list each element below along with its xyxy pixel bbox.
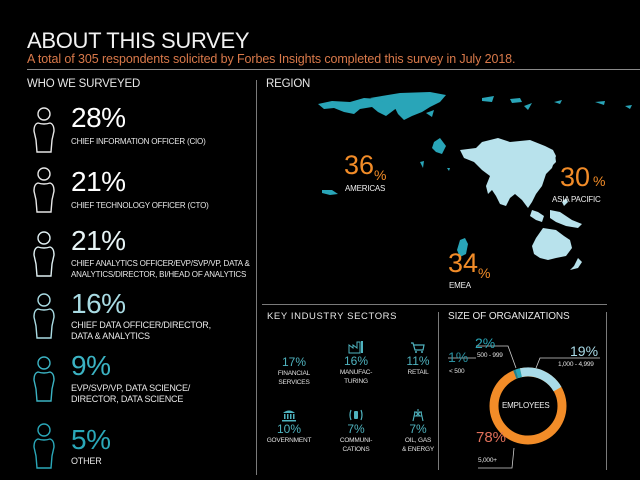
respondent-role-line2: DATA & ANALYTICS (71, 331, 150, 341)
emea-label: EMEA (449, 281, 471, 290)
sector-pct: 7% (347, 422, 365, 436)
person-icon (33, 167, 55, 213)
sector-label-line2: CATIONS (342, 446, 370, 453)
respondent-role: CHIEF INFORMATION OFFICER (CIO) (71, 137, 206, 146)
org-size-pct-lt-500: 1% (448, 349, 469, 365)
asia-pacific-label: ASIA PACIFIC (552, 195, 601, 204)
respondent-pct: 28% (71, 102, 126, 133)
respondent-role-line2: DIRECTOR, DATA SCIENCE (71, 394, 184, 404)
sector-label: MANUFAC- (339, 369, 373, 376)
sector-label: OIL, GAS (404, 437, 432, 444)
sector-pct: 11% (406, 354, 430, 368)
emea-pct: 34% (448, 248, 491, 282)
respondent-pct: 16% (71, 288, 126, 319)
sector-pct: 10% (276, 422, 302, 436)
americas-pct: 36% (344, 150, 387, 184)
asia-pacific-unit: % (593, 173, 606, 189)
sector-pct: 7% (409, 422, 427, 436)
respondent-role: CHIEF DATA OFFICER/DIRECTOR, (71, 320, 211, 330)
shopping-cart-icon (411, 342, 425, 353)
employees-donut-chart (448, 345, 600, 469)
person-icon (33, 107, 55, 153)
person-icon (33, 356, 55, 402)
sector-label: GOVERNMENT (266, 437, 312, 444)
org-size-pct-5000-plus: 78% (476, 429, 507, 446)
org-size-range-5000-plus: 5,000+ (478, 457, 497, 464)
americas-label: AMERICAS (345, 184, 386, 193)
org-size-range-1000-4999: 1,000 - 4,999 (558, 361, 594, 368)
americas-unit: % (374, 167, 387, 183)
asia-pacific-value: 30 (560, 162, 591, 192)
oil-rig-icon (412, 409, 424, 422)
sector-label-line2: & ENERGY (402, 446, 434, 453)
donut-center-label: EMPLOYEES (502, 401, 550, 410)
size-panel-right-border (606, 312, 607, 470)
person-icon (33, 423, 55, 469)
factory-icon (348, 341, 363, 354)
page-subtitle: A total of 305 respondents solicited by … (27, 52, 516, 66)
respondent-pct: 5% (71, 424, 111, 455)
sector-item: 10% GOVERNMENT (261, 408, 317, 445)
size-of-organizations-label: SIZE OF ORGANIZATIONS (448, 311, 570, 322)
sector-item: 16% MANUFAC- TURING (328, 340, 384, 386)
sector-item: 7% COMMUNI- CATIONS (328, 408, 384, 454)
sector-label: RETAIL (407, 369, 429, 376)
sector-label-line2: SERVICES (278, 379, 310, 386)
sectors-size-divider (438, 312, 439, 470)
header-divider (27, 69, 640, 70)
respondent-role: OTHER (71, 456, 102, 466)
org-size-range-lt-500: < 500 (449, 368, 465, 375)
asia-pacific-pct: 30% (560, 164, 606, 191)
emea-value: 34 (448, 248, 479, 278)
who-we-surveyed-label: WHO WE SURVEYED (27, 78, 141, 90)
respondent-role: CHIEF ANALYTICS OFFICER/EVP/SVP/VP, DATA… (71, 259, 250, 268)
respondent-pct: 21% (71, 166, 126, 197)
sector-label: COMMUNI- (339, 437, 373, 444)
emea-landmass (457, 238, 468, 257)
communications-icon (349, 409, 363, 421)
americas-landmass (318, 92, 632, 195)
respondent-pct: 9% (71, 350, 111, 381)
sector-item: 7% OIL, GAS & ENERGY (390, 408, 446, 454)
respondent-role: CHIEF TECHNOLOGY OFFICER (CTO) (71, 201, 209, 210)
sector-item: 17% FINANCIAL SERVICES (266, 356, 322, 387)
region-label: REGION (266, 78, 311, 90)
sector-label: FINANCIAL (277, 370, 311, 377)
column-divider (256, 80, 257, 475)
sector-pct: 17% (281, 355, 307, 369)
org-size-pct-1000-4999: 19% (570, 343, 599, 359)
world-map (318, 92, 632, 270)
americas-value: 36 (344, 150, 375, 180)
org-size-range-500-999: 500 - 999 (477, 352, 503, 359)
sector-item: 11% RETAIL (390, 340, 446, 377)
respondent-pct: 21% (71, 225, 126, 256)
person-icon (33, 293, 55, 339)
page-title: ABOUT THIS SURVEY (27, 28, 250, 53)
emea-unit: % (478, 265, 491, 281)
respondent-role-line2: ANALYTICS/DIRECTOR, BI/HEAD OF ANALYTICS (71, 270, 247, 279)
person-icon (33, 231, 55, 277)
sector-pct: 16% (343, 354, 369, 368)
key-industry-sectors-label: KEY INDUSTRY SECTORS (267, 311, 398, 322)
bottom-panel-divider (262, 304, 607, 305)
org-size-pct-500-999: 2% (475, 335, 496, 351)
government-building-icon (282, 410, 296, 422)
respondent-role: EVP/SVP/VP, DATA SCIENCE/ (71, 383, 191, 393)
asia-pacific-landmass (460, 138, 582, 270)
sector-label-line2: TURING (344, 378, 368, 385)
